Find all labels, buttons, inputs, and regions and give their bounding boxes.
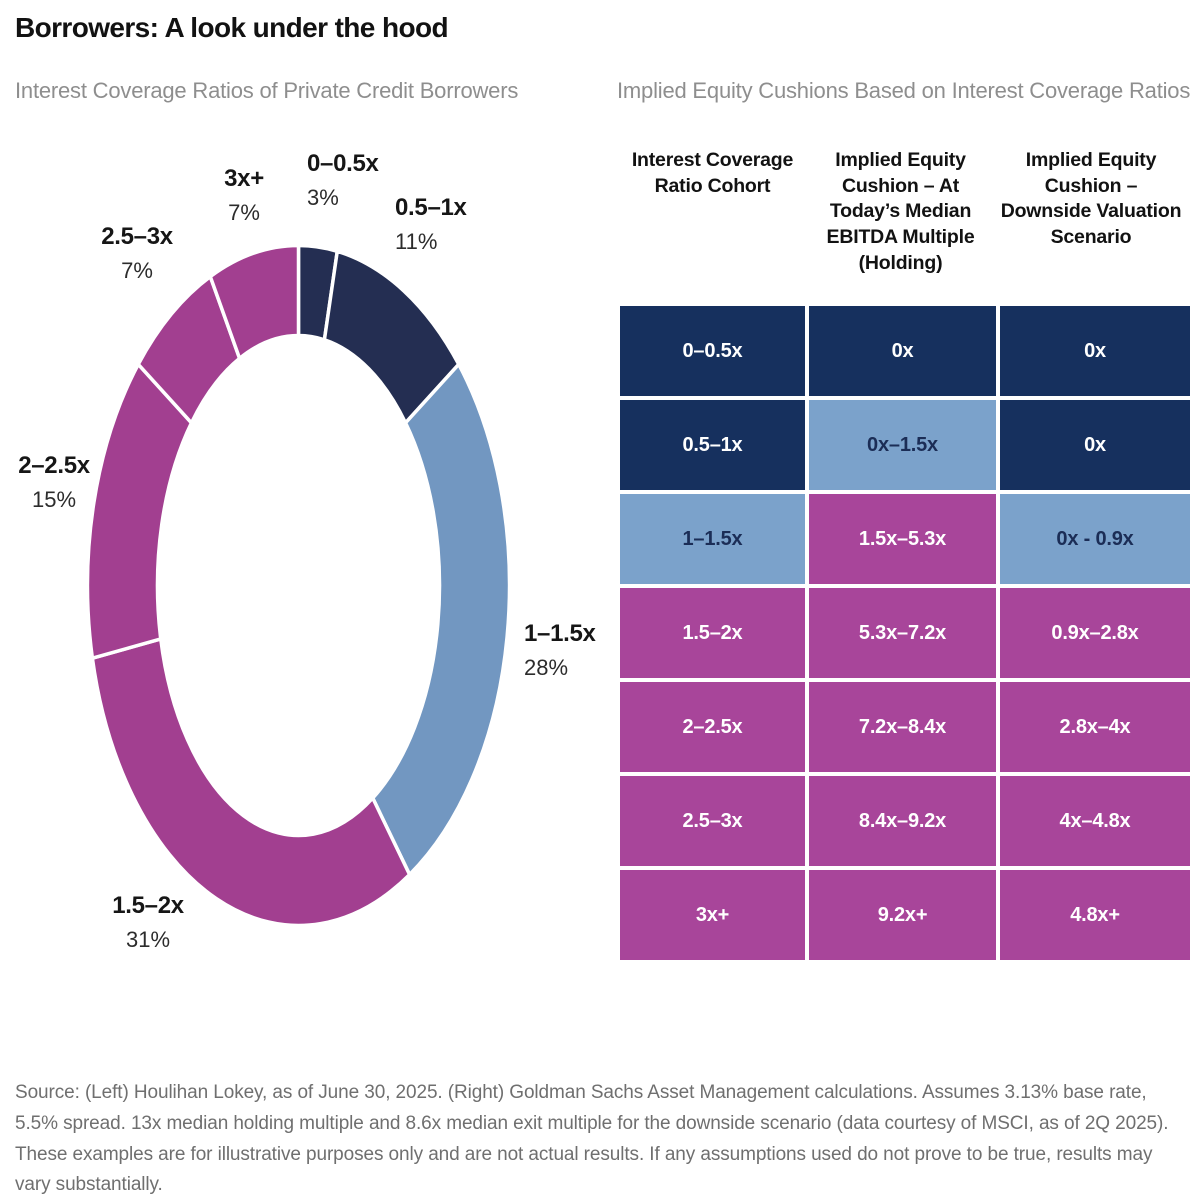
table-cell-r7-c1: 3x+ bbox=[620, 870, 805, 960]
table-cell-r7-c2: 9.2x+ bbox=[809, 870, 996, 960]
page-title: Borrowers: A look under the hood bbox=[15, 12, 449, 43]
donut-svg bbox=[85, 243, 512, 928]
donut-label-percent: 3% bbox=[307, 185, 339, 210]
table-header-cohort: Interest Coverage Ratio Cohort bbox=[631, 149, 794, 197]
donut-label-percent: 31% bbox=[125, 927, 171, 952]
table-cell-r4-c3: 0.9x–2.8x bbox=[1000, 588, 1190, 678]
donut-label-percent: 28% bbox=[524, 655, 569, 680]
donut-label-range: 1–1.5x bbox=[524, 620, 596, 647]
right-table-subtitle: Implied Equity Cushions Based on Interes… bbox=[617, 78, 1191, 103]
table-header-row: Interest Coverage Ratio Cohort Implied E… bbox=[620, 148, 1186, 306]
donut-label-range: 1.5–2x bbox=[112, 892, 184, 919]
table-cell-r5-c3: 2.8x–4x bbox=[1000, 682, 1190, 772]
table-cell-r7-c3: 4.8x+ bbox=[1000, 870, 1190, 960]
equity-cushion-table: Interest Coverage Ratio Cohort Implied E… bbox=[620, 148, 1190, 960]
donut-segment-3 bbox=[370, 362, 512, 877]
table-cell-r1-c2: 0x bbox=[809, 306, 996, 396]
table-cell-r6-c2: 8.4x–9.2x bbox=[809, 776, 996, 866]
donut-label-2-2.5x: 2–2.5x 15% bbox=[8, 448, 100, 516]
donut-label-2.5-3x: 2.5–3x 7% bbox=[88, 219, 186, 287]
table-cell-r4-c1: 1.5–2x bbox=[620, 588, 805, 678]
donut-label-percent: 7% bbox=[121, 258, 153, 283]
donut-label-range: 0.5–1x bbox=[395, 194, 467, 221]
donut-label-percent: 7% bbox=[228, 200, 260, 225]
table-cell-r1-c1: 0–0.5x bbox=[620, 306, 805, 396]
table-cell-r6-c1: 2.5–3x bbox=[620, 776, 805, 866]
table-cell-r3-c1: 1–1.5x bbox=[620, 494, 805, 584]
donut-label-1.5-2x: 1.5–2x 31% bbox=[100, 888, 196, 956]
donut-chart bbox=[85, 243, 512, 928]
donut-label-percent: 11% bbox=[395, 229, 438, 254]
table-cell-r5-c1: 2–2.5x bbox=[620, 682, 805, 772]
left-chart-subtitle: Interest Coverage Ratios of Private Cred… bbox=[15, 78, 519, 103]
donut-label-0.5-1x: 0.5–1x 11% bbox=[395, 190, 467, 258]
table-cell-r2-c2: 0x–1.5x bbox=[809, 400, 996, 490]
table-cell-r5-c2: 7.2x–8.4x bbox=[809, 682, 996, 772]
donut-label-percent: 15% bbox=[31, 487, 77, 512]
donut-label-3x-plus: 3x+ 7% bbox=[200, 161, 288, 229]
donut-label-range: 0–0.5x bbox=[307, 150, 379, 177]
donut-label-0-0.5x: 0–0.5x 3% bbox=[307, 146, 379, 214]
donut-label-1-1.5x: 1–1.5x 28% bbox=[524, 616, 596, 684]
table-cell-r1-c3: 0x bbox=[1000, 306, 1190, 396]
donut-segment-4 bbox=[90, 637, 412, 928]
table-cell-r3-c3: 0x - 0.9x bbox=[1000, 494, 1190, 584]
table-body: 0–0.5x 0x 0x 0.5–1x 0x–1.5x 0x 1–1.5x 1.5x–5.3x… bbox=[620, 306, 1190, 960]
donut-segment-7 bbox=[208, 243, 301, 361]
table-cell-r6-c3: 4x–4.8x bbox=[1000, 776, 1190, 866]
table-cell-r4-c2: 5.3x–7.2x bbox=[809, 588, 996, 678]
table-cell-r2-c3: 0x bbox=[1000, 400, 1190, 490]
table-cell-r2-c1: 0.5–1x bbox=[620, 400, 805, 490]
donut-label-range: 2–2.5x bbox=[18, 452, 90, 479]
source-note: Source: (Left) Houlihan Lokey, as of Jun… bbox=[15, 1082, 1169, 1196]
donut-label-range: 3x+ bbox=[224, 165, 264, 192]
donut-label-range: 2.5–3x bbox=[101, 223, 173, 250]
table-cell-r3-c2: 1.5x–5.3x bbox=[809, 494, 996, 584]
table-header-today-multiple: Implied Equity Cushion – At Today’s Medi… bbox=[826, 149, 975, 274]
table-header-downside-scenario: Implied Equity Cushion – Downside Valuat… bbox=[1000, 149, 1182, 249]
donut-segment-5 bbox=[85, 362, 194, 660]
